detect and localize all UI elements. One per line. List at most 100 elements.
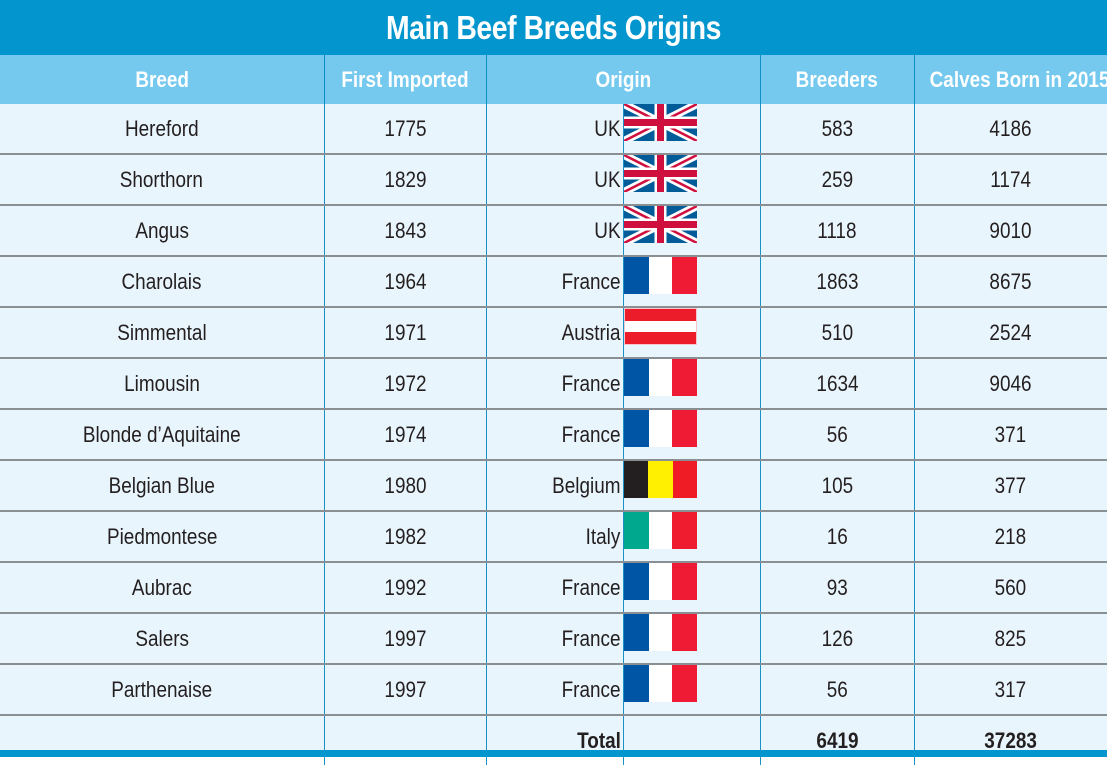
- origin-cell: UK: [485, 104, 623, 154]
- flag-cell: [622, 510, 760, 562]
- calves-cell: 8675: [913, 255, 1107, 307]
- column-header-origin: Origin: [485, 55, 760, 104]
- origin-cell: Belgium: [485, 459, 623, 511]
- flag-cell: [622, 612, 760, 664]
- breeders-cell: 126: [759, 612, 914, 664]
- year-cell: 1997: [323, 612, 486, 664]
- table-row: Limousin 1972 France 1634 9046: [0, 357, 1107, 409]
- year-cell: 1972: [323, 357, 486, 409]
- calves-cell: 371: [913, 408, 1107, 460]
- year-cell: 1843: [323, 204, 486, 256]
- total-empty-flag: [622, 714, 760, 765]
- breeders-cell: 56: [759, 408, 914, 460]
- breeders-cell: 1634: [759, 357, 914, 409]
- flag-cell: [622, 306, 760, 358]
- origin-cell: Austria: [485, 306, 623, 358]
- origin-cell: France: [485, 561, 623, 613]
- breed-cell: Aubrac: [0, 561, 324, 613]
- total-calves: 37283: [913, 714, 1107, 765]
- year-cell: 1992: [323, 561, 486, 613]
- uk-flag-icon: [621, 100, 699, 145]
- flag-cell: [621, 202, 760, 256]
- france-flag-icon: [623, 665, 697, 702]
- breed-cell: Limousin: [0, 357, 324, 409]
- flag-cell: [622, 663, 760, 715]
- breed-cell: Parthenaise: [0, 663, 324, 715]
- breed-cell: Salers: [0, 612, 324, 664]
- breed-cell: Angus: [0, 204, 324, 256]
- breed-cell: Hereford: [124, 115, 199, 141]
- column-header-breeders: Breeders: [759, 55, 914, 104]
- uk-flag-icon: [621, 202, 699, 247]
- flag-cell: [622, 561, 760, 613]
- calves-cell: 317: [913, 663, 1107, 715]
- breeders-cell: 1863: [759, 255, 914, 307]
- breed-cell: Piedmontese: [0, 510, 324, 562]
- year-cell: 1775: [323, 104, 486, 154]
- breed-cell: Charolais: [0, 255, 324, 307]
- origin-cell: UK: [485, 204, 623, 256]
- origin-cell: France: [485, 663, 623, 715]
- table-row: Aubrac 1992 France 93 560: [0, 561, 1107, 613]
- table-row: Belgian Blue 1980 Belgium 105 377: [0, 459, 1107, 511]
- origin-cell: UK: [485, 153, 623, 205]
- flag-cell: [622, 357, 760, 409]
- calves-cell: 4186: [913, 104, 1107, 154]
- table-row: Simmental 1971 Austria 510 2524: [0, 306, 1107, 358]
- total-empty-breed: [0, 714, 324, 765]
- year-cell: 1980: [323, 459, 486, 511]
- total-label: Total: [485, 714, 623, 765]
- total-breeders: 6419: [759, 714, 914, 765]
- calves-cell: 9046: [913, 357, 1107, 409]
- table-row: Salers 1997 France 126 825: [0, 612, 1107, 664]
- france-flag-icon: [623, 614, 697, 651]
- table-row: Hereford 1775 UK 583 4186: [0, 100, 1107, 154]
- breeders-cell: 510: [759, 306, 914, 358]
- bottom-bar: [0, 750, 1107, 757]
- year-cell: 1964: [323, 255, 486, 307]
- column-header-calves: Calves Born in 2015: [913, 55, 1107, 104]
- flag-cell: [622, 408, 760, 460]
- origin-cell: France: [485, 357, 623, 409]
- year-cell: 1982: [323, 510, 486, 562]
- flag-cell: [621, 151, 760, 205]
- column-header-first-imported: First Imported: [323, 55, 486, 104]
- breed-cell: Belgian Blue: [0, 459, 324, 511]
- france-flag-icon: [623, 410, 697, 447]
- breeders-cell: 56: [759, 663, 914, 715]
- breeders-cell: 105: [759, 459, 914, 511]
- header-row: Breed First Imported Origin Breeders Cal…: [0, 55, 1107, 104]
- table-row: Angus 1843 UK 1118 9010: [0, 202, 1107, 256]
- breeders-cell: 16: [759, 510, 914, 562]
- total-empty-year: [323, 714, 486, 765]
- flag-cell: [622, 255, 760, 307]
- belgium-flag-icon: [623, 461, 697, 498]
- austria-flag-icon: [623, 308, 697, 345]
- flag-cell: [621, 100, 760, 154]
- calves-cell: 2524: [913, 306, 1107, 358]
- origin-cell: France: [485, 408, 623, 460]
- table-row: Blonde d’Aquitaine 1974 France 56 371: [0, 408, 1107, 460]
- year-cell: 1971: [323, 306, 486, 358]
- breed-cell: Shorthorn: [0, 153, 324, 205]
- year-cell: 1997: [323, 663, 486, 715]
- calves-cell: 218: [913, 510, 1107, 562]
- origin-cell: France: [485, 255, 623, 307]
- table-row: Piedmontese 1982 Italy 16 218: [0, 510, 1107, 562]
- france-flag-icon: [623, 257, 697, 294]
- breed-cell: Blonde d’Aquitaine: [0, 408, 324, 460]
- calves-cell: 1174: [913, 153, 1107, 205]
- france-flag-icon: [623, 359, 697, 396]
- column-header-breed: Breed: [0, 55, 324, 104]
- breed-cell: Simmental: [0, 306, 324, 358]
- france-flag-icon: [623, 563, 697, 600]
- calves-cell: 560: [913, 561, 1107, 613]
- breeders-cell: 93: [759, 561, 914, 613]
- origin-cell: France: [485, 612, 623, 664]
- table-title: Main Beef Breeds Origins: [385, 8, 722, 46]
- calves-cell: 825: [913, 612, 1107, 664]
- breeders-cell: 583: [759, 104, 914, 154]
- breeders-cell: 1118: [759, 204, 914, 256]
- breeds-table: Breed First Imported Origin Breeders Cal…: [0, 55, 1107, 765]
